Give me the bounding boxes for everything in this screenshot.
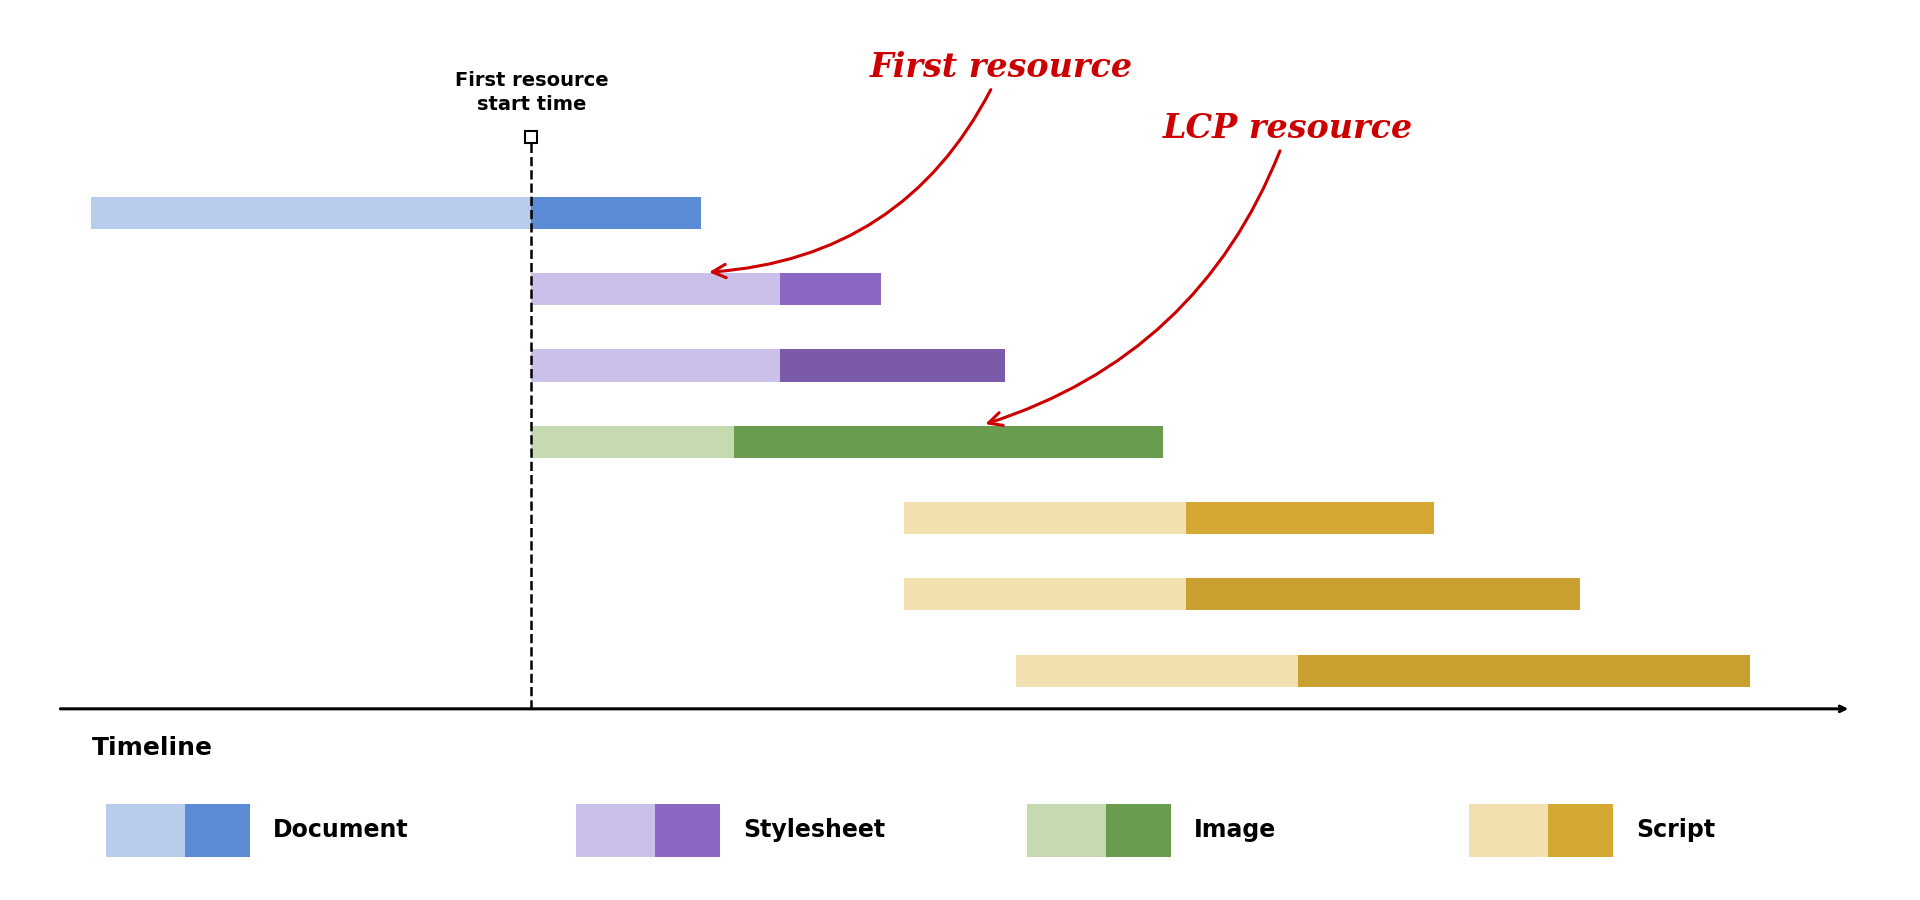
Bar <box>733 426 1164 458</box>
Text: Image: Image <box>1194 818 1277 842</box>
Text: Timeline: Timeline <box>92 735 213 760</box>
Bar <box>532 349 780 382</box>
Bar <box>780 349 1006 382</box>
Bar <box>1185 502 1434 534</box>
Text: Script: Script <box>1636 818 1715 842</box>
Text: First resource
start time: First resource start time <box>455 71 609 113</box>
Bar <box>106 804 184 857</box>
Bar <box>184 804 250 857</box>
Bar <box>904 502 1185 534</box>
Bar <box>1298 654 1749 687</box>
Text: First resource: First resource <box>712 51 1133 278</box>
Bar <box>1016 654 1298 687</box>
Bar <box>1185 579 1580 610</box>
Bar <box>576 804 655 857</box>
Bar <box>532 273 780 305</box>
Text: LCP resource: LCP resource <box>989 112 1413 426</box>
Text: Document: Document <box>273 818 409 842</box>
Bar <box>532 197 701 229</box>
Bar <box>655 804 720 857</box>
Bar <box>532 426 733 458</box>
Bar <box>92 197 532 229</box>
Bar <box>904 579 1185 610</box>
Text: Stylesheet: Stylesheet <box>743 818 885 842</box>
Bar <box>1106 804 1171 857</box>
Bar <box>780 273 881 305</box>
Bar <box>1469 804 1548 857</box>
Bar <box>1027 804 1106 857</box>
Bar <box>1548 804 1613 857</box>
